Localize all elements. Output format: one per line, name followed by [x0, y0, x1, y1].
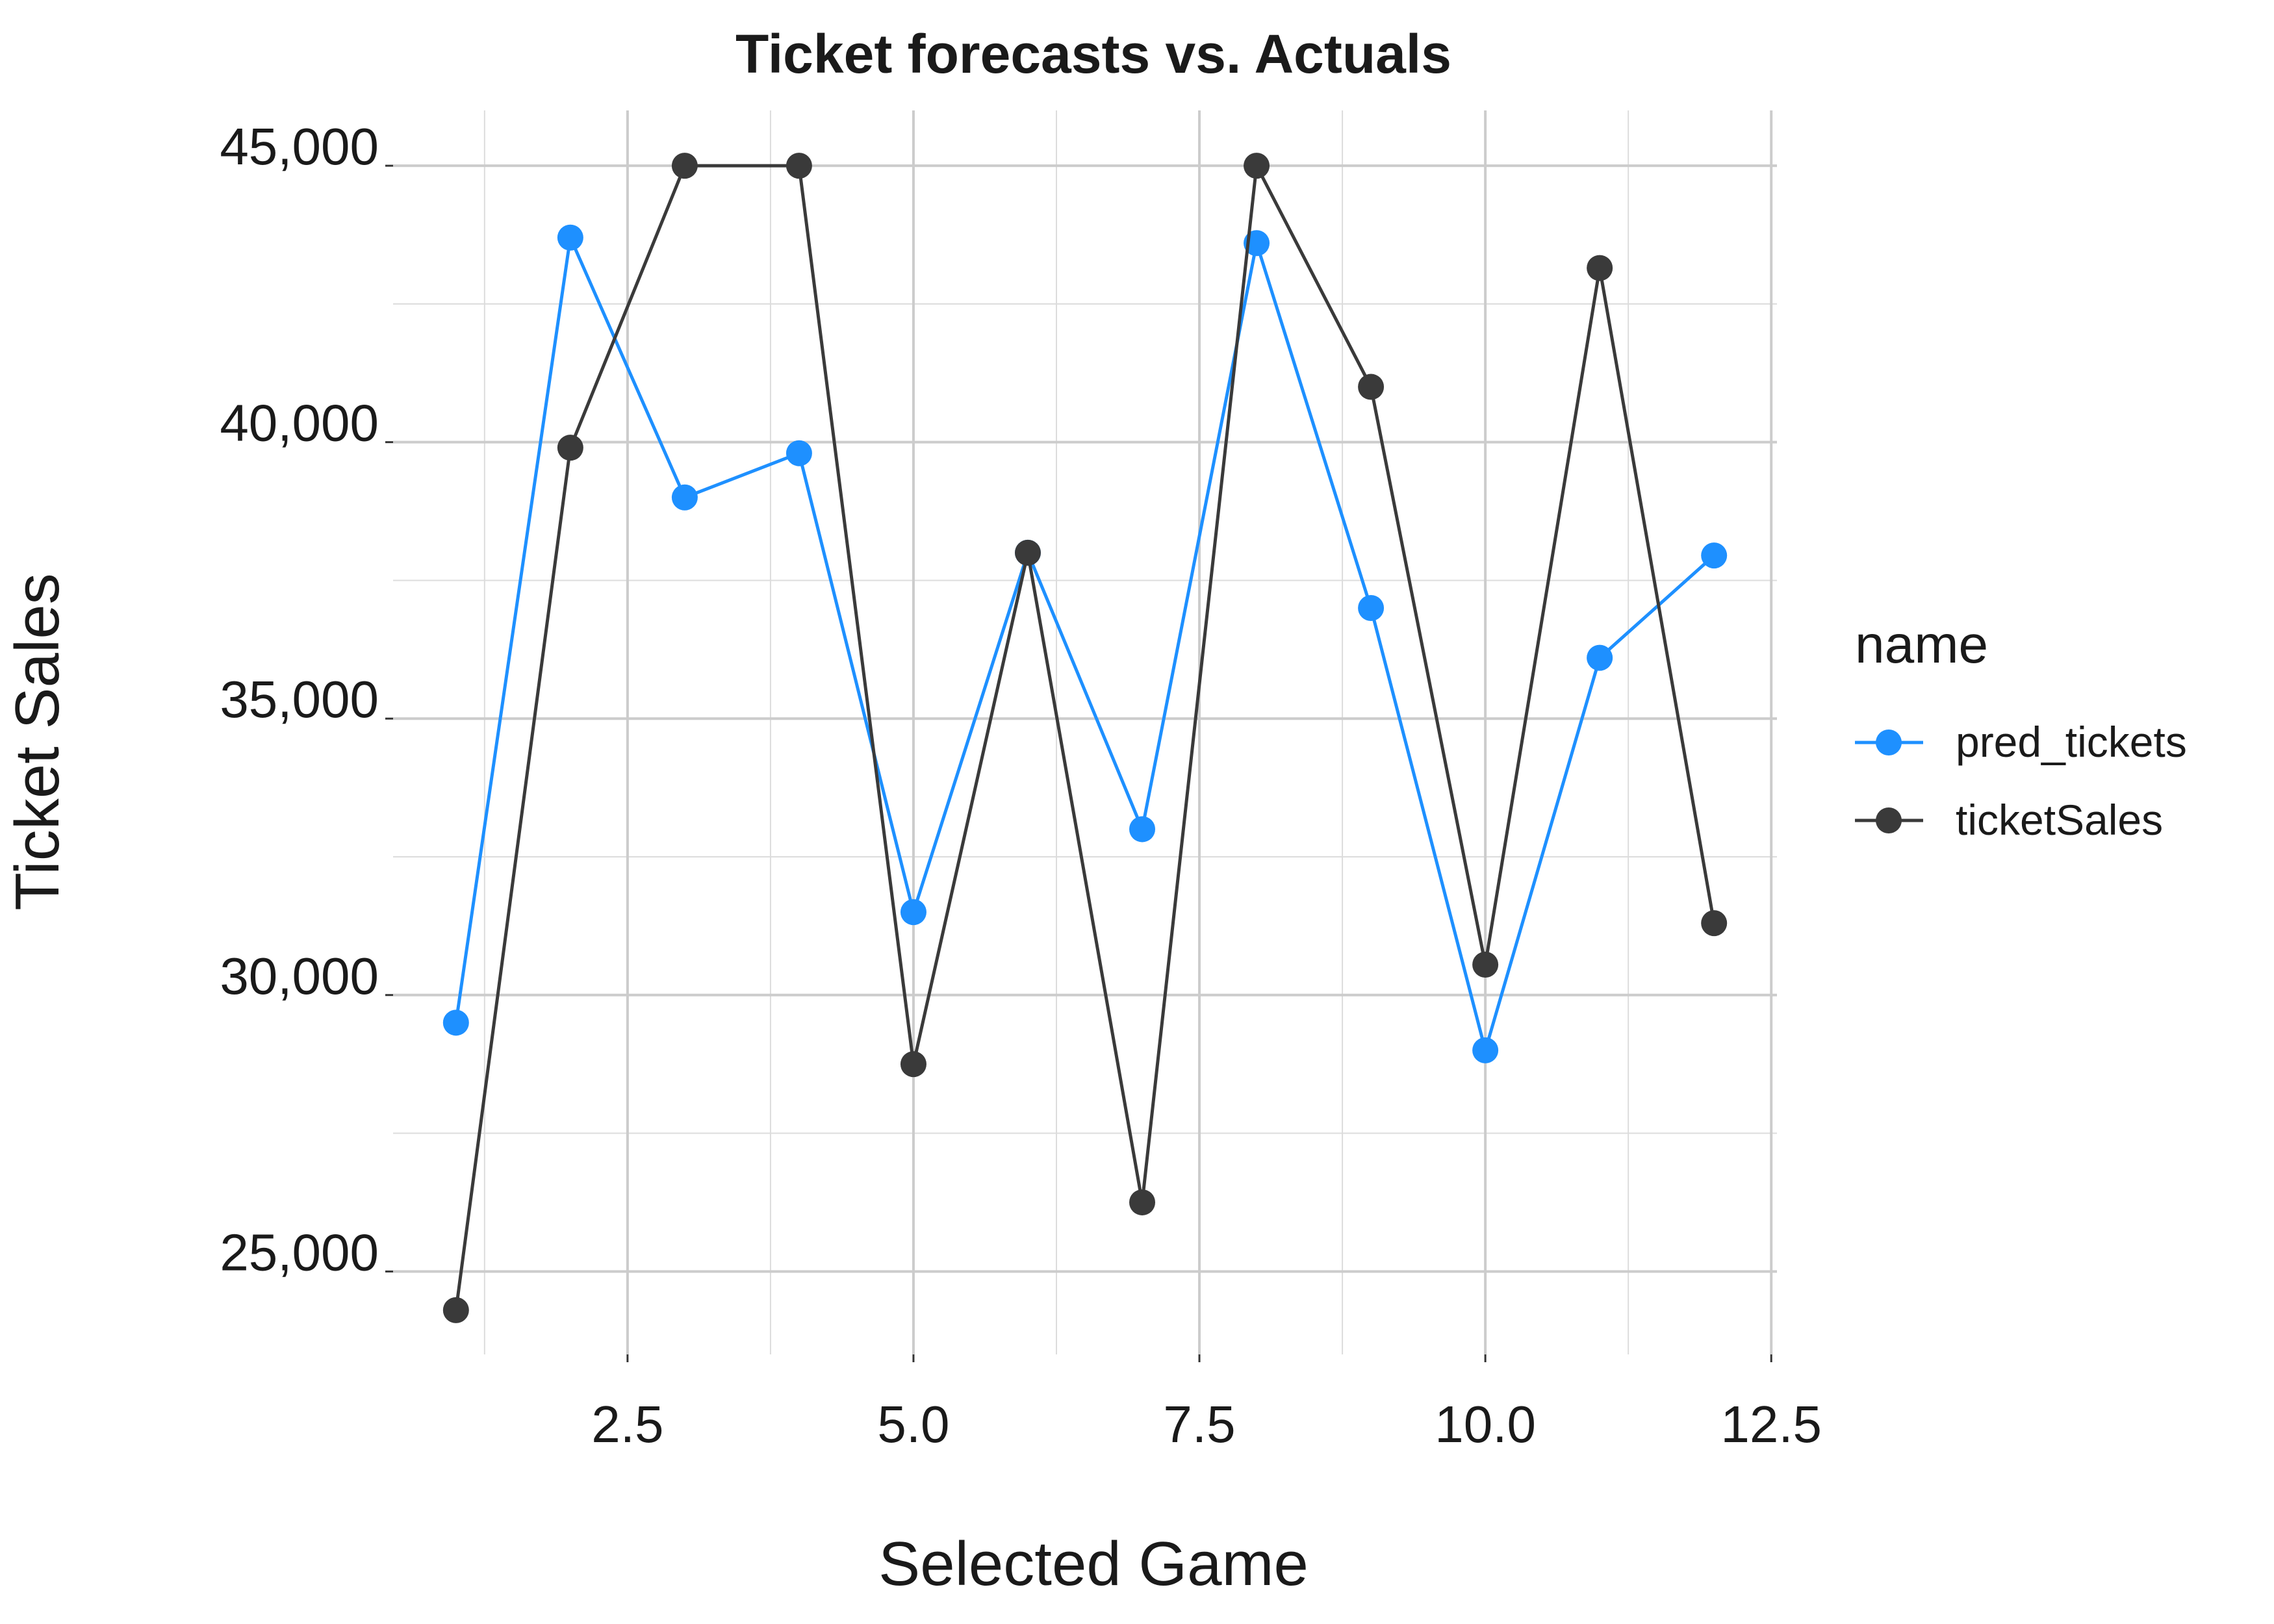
- y-axis-title: Ticket Sales: [3, 573, 72, 910]
- data-point-pred-tickets: [1587, 644, 1613, 671]
- y-tick-label: 40,000: [220, 394, 379, 452]
- data-point-pred-tickets: [1472, 1037, 1499, 1063]
- data-point-pred-tickets: [442, 1009, 469, 1036]
- x-tick-label: 2.5: [591, 1395, 663, 1453]
- data-point-pred-tickets: [1129, 816, 1156, 843]
- y-tick-label: 45,000: [220, 118, 379, 175]
- x-tick-label: 12.5: [1720, 1395, 1822, 1453]
- data-point-ticketsales: [1129, 1189, 1156, 1215]
- data-point-ticketsales: [442, 1297, 469, 1323]
- series-line-pred-tickets: [454, 236, 1715, 1052]
- legend-items: pred_tickets ticketSales: [1855, 718, 2187, 844]
- data-point-ticketsales: [786, 153, 812, 179]
- chart-title: Ticket forecasts vs. Actuals: [735, 23, 1451, 84]
- data-point-pred-tickets: [557, 224, 583, 251]
- legend-key-marker: [1876, 807, 1902, 833]
- data-point-ticketsales: [557, 435, 583, 461]
- data-point-pred-tickets: [1358, 595, 1385, 621]
- series-layer: [442, 153, 1728, 1323]
- y-tick-label: 25,000: [220, 1223, 379, 1281]
- x-tick-label: 10.0: [1435, 1395, 1536, 1453]
- x-tick-label: 5.0: [877, 1395, 949, 1453]
- data-point-ticketsales: [1358, 374, 1385, 400]
- series-line-ticketsales: [454, 164, 1716, 1311]
- data-point-ticketsales: [1701, 910, 1728, 937]
- data-point-ticketsales: [671, 153, 698, 179]
- x-axis-title: Selected Game: [878, 1529, 1309, 1599]
- data-point-pred-tickets: [1701, 542, 1728, 569]
- legend-label: pred_tickets: [1956, 718, 2187, 766]
- legend-item-pred-tickets: pred_tickets: [1855, 718, 2187, 766]
- series-ticketsales: [442, 153, 1728, 1323]
- data-point-pred-tickets: [900, 899, 926, 926]
- legend-item-ticketsales: ticketSales: [1855, 796, 2163, 844]
- legend-label: ticketSales: [1956, 796, 2163, 844]
- legend-title: name: [1855, 615, 1988, 674]
- data-point-ticketsales: [900, 1051, 926, 1078]
- axis-ticks: 2.5 5.0 7.5 10.0 12.5 25,000 30,000 35,000 40,00…: [220, 118, 1822, 1453]
- x-tick-label: 7.5: [1163, 1395, 1235, 1453]
- grid: [393, 110, 1777, 1354]
- legend-key-marker: [1876, 730, 1902, 755]
- legend: name pred_tickets ticketSales: [1855, 615, 2187, 844]
- data-point-ticketsales: [1244, 153, 1270, 179]
- data-point-ticketsales: [1587, 255, 1613, 281]
- data-point-pred-tickets: [786, 440, 812, 466]
- series-pred-tickets: [442, 224, 1728, 1063]
- data-point-pred-tickets: [671, 484, 698, 511]
- y-tick-label: 35,000: [220, 670, 379, 728]
- data-point-ticketsales: [1472, 951, 1499, 978]
- data-point-ticketsales: [1014, 539, 1041, 566]
- y-tick-label: 30,000: [220, 947, 379, 1005]
